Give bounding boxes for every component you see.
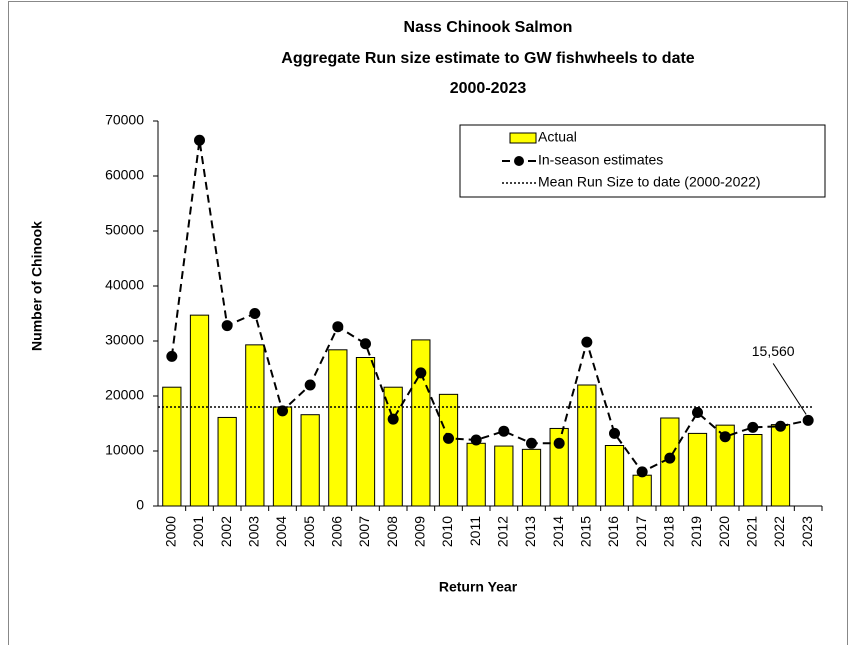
estimate-line <box>170 140 809 474</box>
estimate-point <box>609 427 620 439</box>
legend-label: Actual <box>538 129 577 145</box>
x-tick-label: 2009 <box>412 516 428 547</box>
x-tick-label: 2006 <box>329 516 345 547</box>
x-tick-label: 2008 <box>384 516 400 547</box>
y-tick-label: 0 <box>136 497 144 513</box>
estimate-point <box>387 413 399 425</box>
bar <box>162 386 182 507</box>
y-tick-label: 60000 <box>105 167 144 183</box>
chart-title: 2000-2023 <box>450 80 527 97</box>
estimate-point <box>581 336 593 348</box>
x-tick-label: 2018 <box>661 516 677 547</box>
x-tick-label: 2023 <box>799 516 815 547</box>
bar <box>632 474 652 507</box>
x-tick-label: 2017 <box>633 516 649 547</box>
estimate-point <box>415 367 427 379</box>
estimate-point <box>332 321 344 333</box>
bar <box>743 434 763 507</box>
legend-swatch <box>509 132 537 144</box>
x-tick-label: 2021 <box>744 516 760 547</box>
legend-label: Mean Run Size to date (2000-2022) <box>538 174 761 190</box>
bar <box>715 424 735 507</box>
bar <box>272 406 293 507</box>
estimate-point <box>553 437 565 449</box>
estimate-point <box>194 134 205 146</box>
estimate-point <box>221 320 233 332</box>
x-tick-label: 2002 <box>218 516 234 547</box>
y-tick-label: 20000 <box>105 387 144 403</box>
estimate-point <box>443 432 454 444</box>
estimate-point <box>664 452 676 464</box>
bar <box>549 427 569 507</box>
x-tick-label: 2011 <box>467 516 483 546</box>
estimate-point <box>470 434 482 446</box>
bar <box>604 445 625 507</box>
bar <box>217 416 237 507</box>
y-tick-label: 70000 <box>105 112 144 128</box>
x-tick-label: 2012 <box>495 516 511 547</box>
estimate-point <box>719 431 731 443</box>
x-tick-label: 2016 <box>605 516 621 547</box>
x-tick-label: 2019 <box>688 516 704 547</box>
estimate-point <box>166 350 178 362</box>
bar <box>438 393 459 507</box>
legend-label: In-season estimates <box>538 152 663 168</box>
x-tick-label: 2013 <box>522 516 538 547</box>
bar <box>383 386 403 507</box>
bar <box>245 344 265 507</box>
x-tick-label: 2007 <box>356 516 372 547</box>
bar <box>355 357 376 507</box>
x-tick-label: 2001 <box>190 516 206 547</box>
estimate-point <box>636 466 648 478</box>
estimate-point <box>802 414 814 426</box>
estimate-point <box>304 379 316 391</box>
bar <box>300 414 320 507</box>
x-axis-label: Return Year <box>439 579 518 595</box>
bar <box>494 445 514 507</box>
chart-frame <box>8 1 848 650</box>
y-tick-label: 30000 <box>105 332 144 348</box>
x-tick-label: 2005 <box>301 516 317 547</box>
x-tick-label: 2014 <box>550 516 566 547</box>
estimate-point <box>249 308 261 319</box>
x-tick-label: 2000 <box>163 516 179 547</box>
legend-swatch <box>514 156 524 166</box>
bar <box>770 424 791 507</box>
x-tick-label: 2010 <box>439 516 455 547</box>
annotation: 15,560 <box>752 343 795 359</box>
estimate-point <box>747 421 759 433</box>
estimate-point <box>775 420 786 432</box>
y-tick-label: 40000 <box>105 277 144 293</box>
y-tick-label: 50000 <box>105 222 144 238</box>
bar <box>411 339 431 507</box>
chart-title: Aggregate Run size estimate to GW fishwh… <box>281 50 695 67</box>
x-tick-label: 2003 <box>246 516 262 547</box>
x-tick-label: 2004 <box>273 516 289 547</box>
chart-title: Nass Chinook Salmon <box>404 19 573 36</box>
estimate-point <box>692 407 703 418</box>
x-tick-label: 2022 <box>771 516 787 547</box>
y-tick-label: 10000 <box>105 442 144 458</box>
estimate-point <box>360 338 371 350</box>
bar <box>687 432 708 507</box>
bar <box>328 349 348 507</box>
annotation-leader <box>772 363 807 415</box>
x-tick-label: 2015 <box>578 516 594 547</box>
x-tick-label: 2020 <box>716 516 732 547</box>
bar <box>466 442 486 507</box>
bar <box>577 384 597 507</box>
estimate-point <box>498 425 510 437</box>
estimate-point <box>277 405 288 417</box>
bar <box>189 314 210 507</box>
estimate-point <box>526 437 537 449</box>
y-axis-label: Number of Chinook <box>29 221 45 351</box>
bar <box>521 448 542 507</box>
